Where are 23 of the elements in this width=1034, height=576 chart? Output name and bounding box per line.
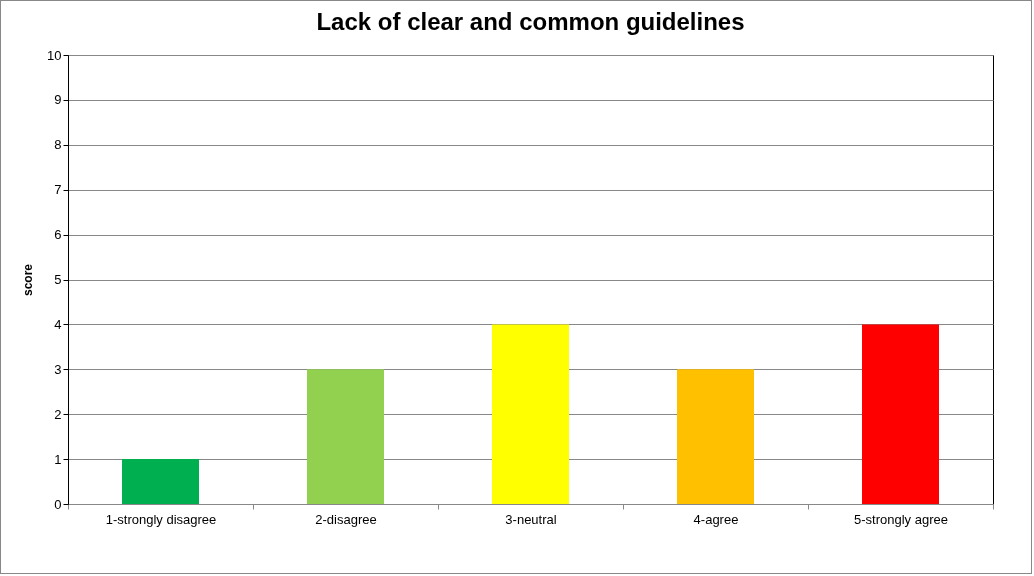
bar: [307, 369, 384, 504]
x-tick-label: 3-neutral: [505, 511, 557, 527]
x-tick-label: 1-strongly disagree: [105, 511, 217, 527]
y-axis-title: score: [21, 263, 36, 297]
bar: [862, 324, 939, 504]
x-tick-label: 2-disagree: [315, 511, 377, 527]
x-tick-label: 5-strongly agree: [854, 511, 948, 527]
y-tick-label: 8: [54, 137, 62, 153]
y-tick-label: 6: [54, 227, 62, 243]
x-tick-label: 4-agree: [693, 511, 739, 527]
y-tick-label: 3: [54, 361, 62, 377]
y-tick-label: 1: [54, 451, 62, 467]
y-tick-label: 5: [54, 272, 62, 287]
bar: [492, 324, 569, 504]
y-tick-label: 2: [54, 406, 62, 422]
y-tick-label: 7: [54, 182, 62, 198]
y-tick-label: 10: [47, 47, 62, 63]
bar: [122, 459, 199, 504]
bar: [677, 369, 754, 504]
chart-title: Lack of clear and common guidelines: [316, 8, 745, 35]
y-tick-label: 4: [54, 316, 62, 332]
y-tick-label: 9: [54, 92, 62, 108]
y-tick-label: 0: [54, 496, 62, 512]
